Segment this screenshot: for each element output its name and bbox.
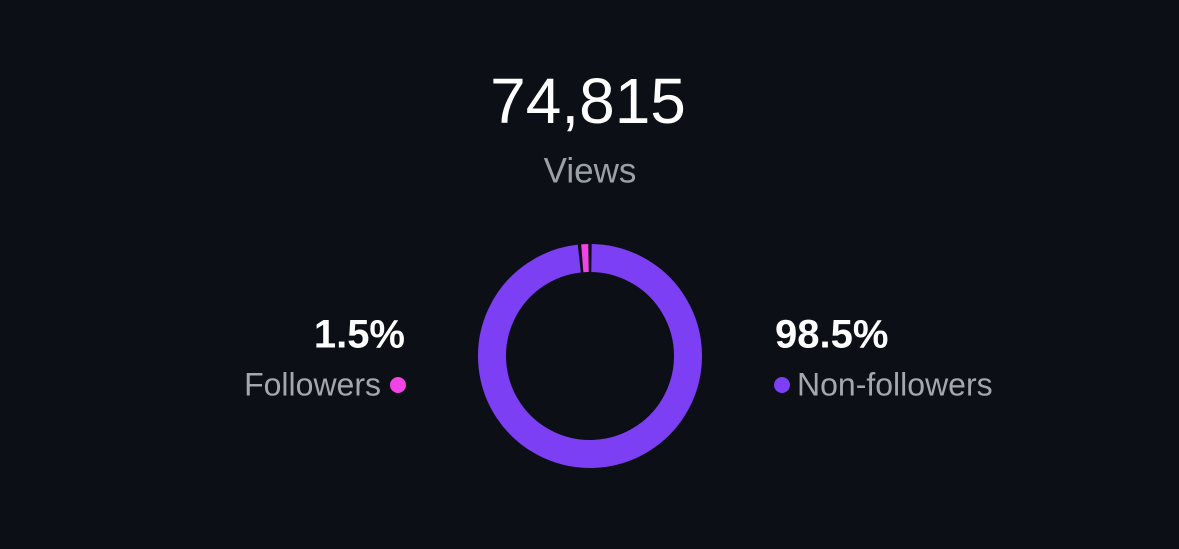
legend-label: Non-followers xyxy=(797,366,993,402)
legend-dot xyxy=(774,377,790,393)
donut-segment xyxy=(478,244,702,468)
percent-label: 1.5% xyxy=(314,313,405,357)
percent-label: 98.5% xyxy=(775,313,888,357)
total-label: Views xyxy=(544,151,637,190)
legend-label: Followers xyxy=(244,366,381,402)
total-views: 74,815 xyxy=(490,65,686,137)
legend-dot xyxy=(390,377,406,393)
